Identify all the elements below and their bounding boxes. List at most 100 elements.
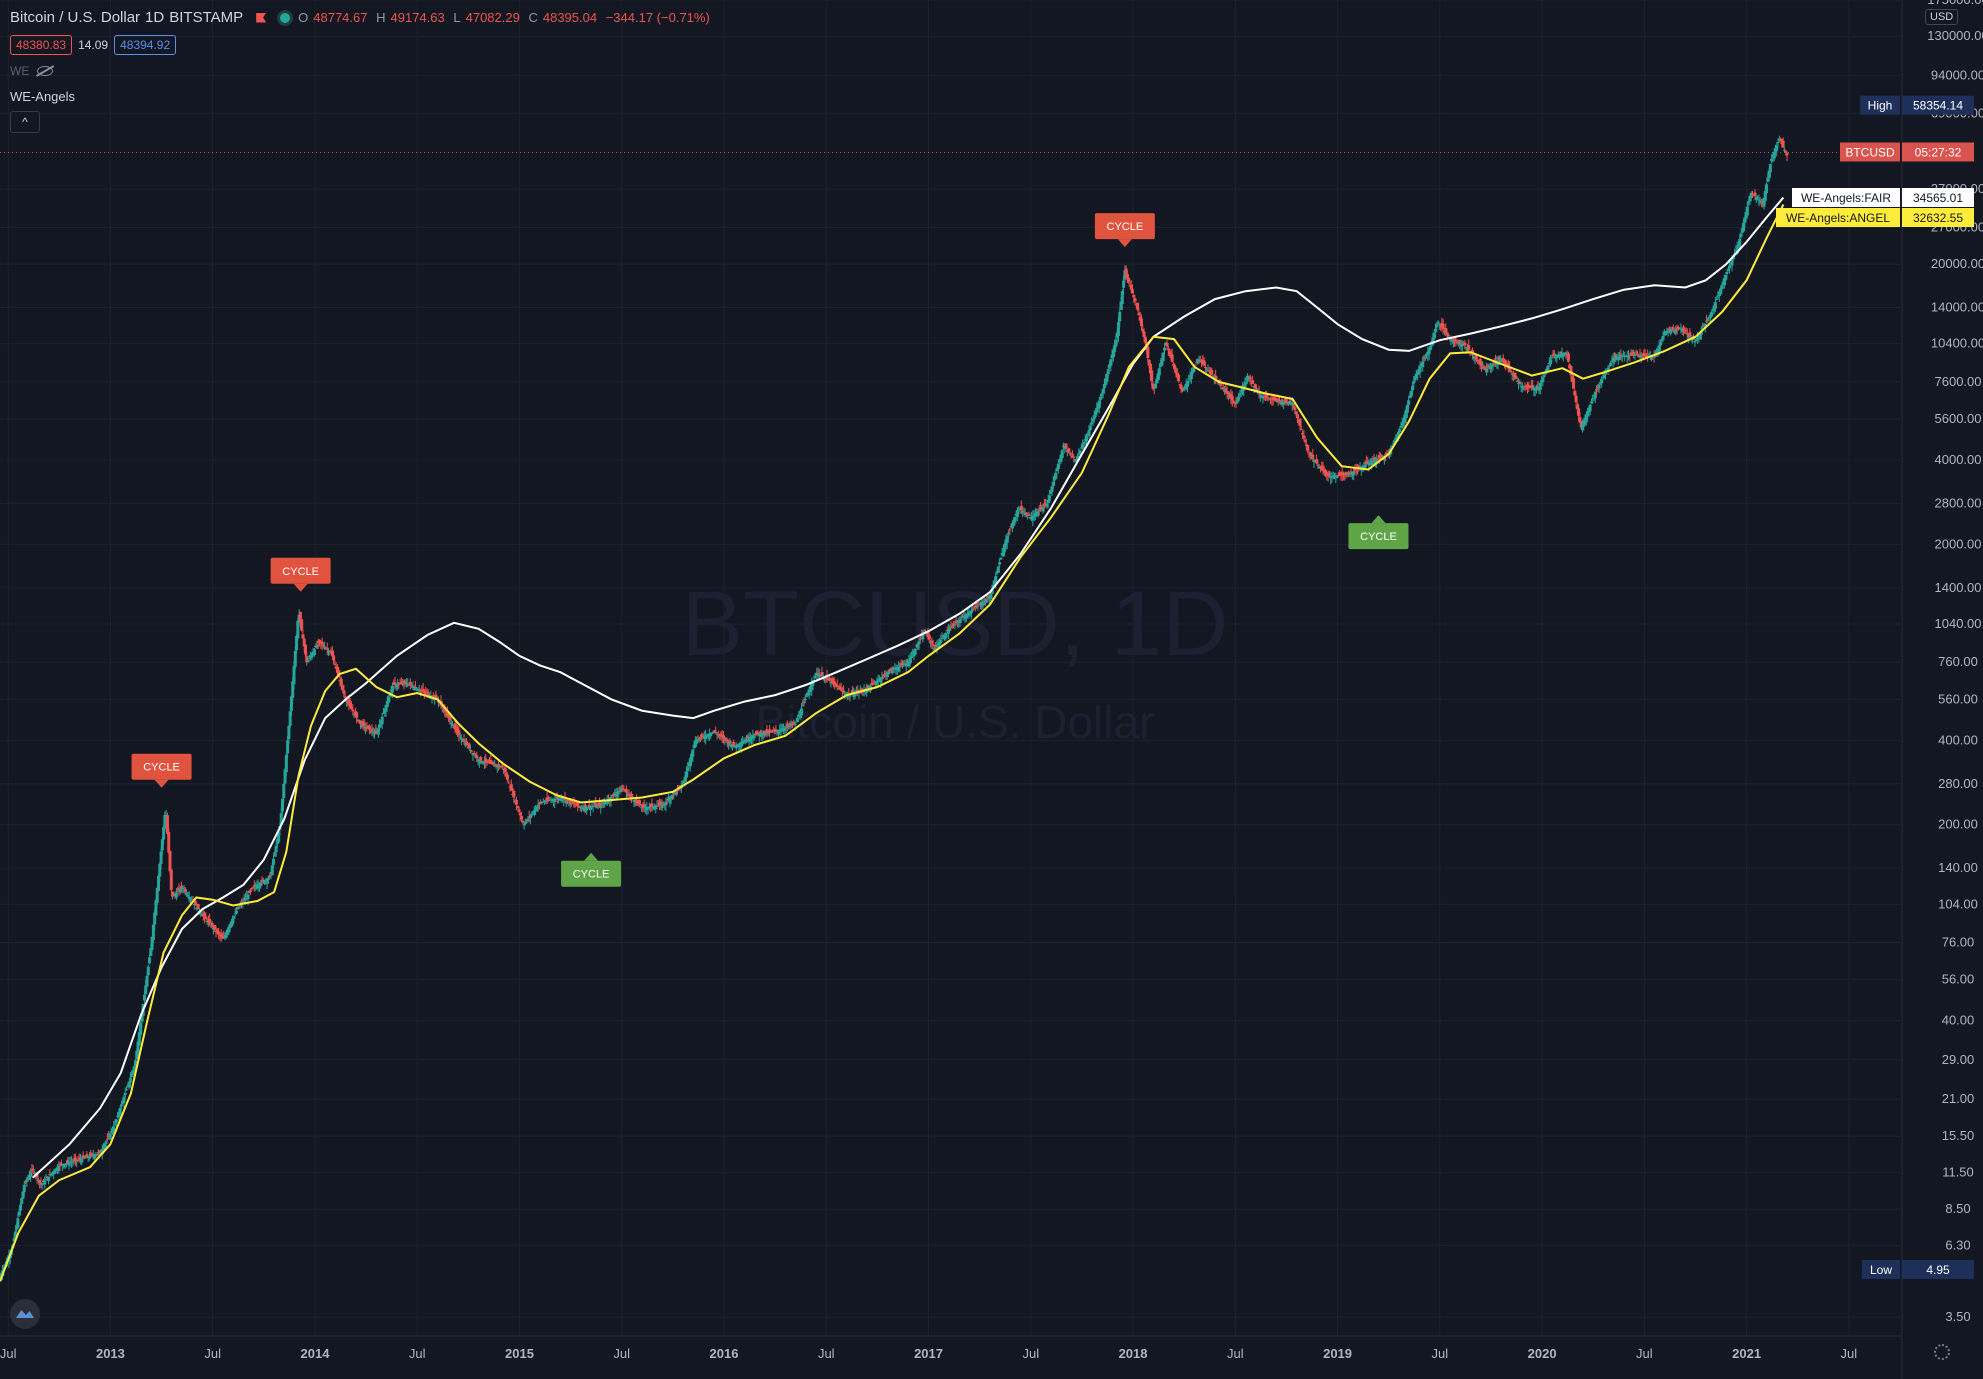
candle-body bbox=[1308, 452, 1312, 456]
candle bbox=[958, 616, 962, 627]
candle-body bbox=[1367, 462, 1371, 466]
candle-body bbox=[1194, 362, 1198, 364]
tradingview-logo-icon[interactable] bbox=[10, 1299, 40, 1329]
candle bbox=[516, 805, 520, 809]
candle-body bbox=[1575, 405, 1579, 410]
candle-body bbox=[640, 807, 644, 809]
candle-body bbox=[842, 690, 846, 693]
ask-price-button[interactable]: 48394.92 bbox=[114, 35, 177, 55]
candle-body bbox=[684, 771, 688, 778]
candle-body bbox=[286, 740, 290, 754]
hidden-indicator-row[interactable]: WE bbox=[10, 64, 54, 78]
candle bbox=[1192, 367, 1196, 373]
candle-body bbox=[310, 653, 314, 658]
candle-body bbox=[714, 732, 718, 734]
candle bbox=[1589, 398, 1593, 405]
exchange-label: BITSTAMP bbox=[169, 9, 244, 26]
open-value: 48774.67 bbox=[313, 10, 368, 25]
candle-body bbox=[453, 723, 457, 730]
candle-body bbox=[990, 589, 994, 594]
candle bbox=[1255, 386, 1259, 391]
currency-label[interactable]: USD bbox=[1925, 9, 1959, 25]
candle-body bbox=[1412, 381, 1416, 384]
candle bbox=[948, 624, 952, 632]
candle bbox=[16, 1212, 20, 1230]
candle bbox=[1031, 510, 1035, 527]
candle-body bbox=[149, 947, 153, 956]
candle bbox=[856, 685, 860, 697]
candle-body bbox=[479, 756, 483, 761]
candle-body bbox=[1437, 323, 1441, 325]
time-tick-label: Jul bbox=[0, 1346, 17, 1361]
candle bbox=[1060, 449, 1064, 459]
candle-body bbox=[412, 687, 416, 690]
indicator-row[interactable]: WE-Angels bbox=[10, 89, 75, 104]
candle-body bbox=[1488, 365, 1492, 370]
candle-body bbox=[233, 913, 237, 915]
candle-body bbox=[1710, 312, 1714, 317]
indicator-label[interactable]: WE-Angels bbox=[10, 89, 76, 104]
candle-body bbox=[1303, 440, 1307, 443]
candle-body bbox=[1237, 396, 1241, 401]
price-axis[interactable]: 175000.00130000.0094000.0069000.0037000.… bbox=[1927, 0, 1983, 1324]
price-tick-label: 10400.00 bbox=[1931, 336, 1983, 351]
candle-body bbox=[321, 645, 325, 647]
candle bbox=[1658, 340, 1662, 352]
candle-body bbox=[1054, 472, 1058, 479]
low-marker-value: 4.95 bbox=[1926, 1263, 1950, 1277]
candle-body bbox=[1602, 375, 1606, 379]
candle-body bbox=[1405, 405, 1409, 413]
time-tick-label: Jul bbox=[204, 1346, 221, 1361]
symbol-legend[interactable]: Bitcoin / U.S. Dollar 1D BITSTAMP O 48774… bbox=[10, 9, 720, 26]
collapse-legend-button[interactable]: ^ bbox=[10, 111, 40, 133]
interval-label[interactable]: 1D bbox=[145, 9, 165, 26]
time-axis[interactable]: Jul 2013 Jul 2014 Jul 2015 Jul 2016 Jul 2017 Jul 20… bbox=[0, 1346, 1857, 1361]
candle bbox=[1248, 374, 1252, 385]
candle bbox=[330, 646, 334, 657]
candle-body bbox=[351, 709, 355, 712]
candle-body bbox=[154, 900, 158, 916]
candle-body bbox=[1555, 354, 1559, 358]
candle-body bbox=[1671, 327, 1675, 330]
candle-body bbox=[834, 684, 838, 686]
candle-body bbox=[1050, 486, 1054, 492]
candle bbox=[232, 915, 236, 923]
candle-body bbox=[130, 1073, 134, 1077]
candle-body bbox=[971, 609, 975, 611]
candle-body bbox=[1646, 355, 1650, 357]
candle bbox=[43, 1176, 47, 1189]
candle bbox=[470, 750, 474, 753]
candle bbox=[1676, 325, 1680, 331]
candle bbox=[1302, 429, 1306, 441]
candle-body bbox=[1139, 318, 1143, 327]
candle bbox=[1345, 474, 1349, 478]
candle-body bbox=[47, 1176, 51, 1181]
symbol-title[interactable]: Bitcoin / U.S. Dollar bbox=[10, 9, 141, 26]
candle-body bbox=[969, 610, 973, 614]
flag-icon[interactable] bbox=[256, 12, 267, 23]
candle-body bbox=[893, 668, 897, 670]
candle bbox=[1674, 325, 1678, 336]
candle-body bbox=[1060, 450, 1064, 458]
candle-body bbox=[1400, 422, 1404, 428]
candle bbox=[764, 732, 768, 737]
candle-body bbox=[1716, 295, 1720, 297]
eye-hidden-icon[interactable] bbox=[37, 66, 54, 76]
settings-icon[interactable] bbox=[1934, 1344, 1950, 1360]
candle-body bbox=[592, 805, 596, 807]
candle-body bbox=[364, 727, 368, 729]
candle-body bbox=[810, 683, 814, 690]
candle-body bbox=[62, 1163, 66, 1168]
candle-body bbox=[333, 663, 337, 665]
candle-body bbox=[1219, 382, 1223, 386]
candle-body bbox=[621, 788, 625, 790]
bid-price-button[interactable]: 48380.83 bbox=[10, 35, 73, 55]
candle-body bbox=[380, 716, 384, 725]
candle-body bbox=[190, 900, 194, 902]
candle bbox=[73, 1153, 77, 1166]
candle-body bbox=[1446, 334, 1450, 337]
candle-body bbox=[371, 732, 375, 734]
candle-body bbox=[1569, 365, 1573, 376]
candle-body bbox=[1379, 457, 1383, 459]
